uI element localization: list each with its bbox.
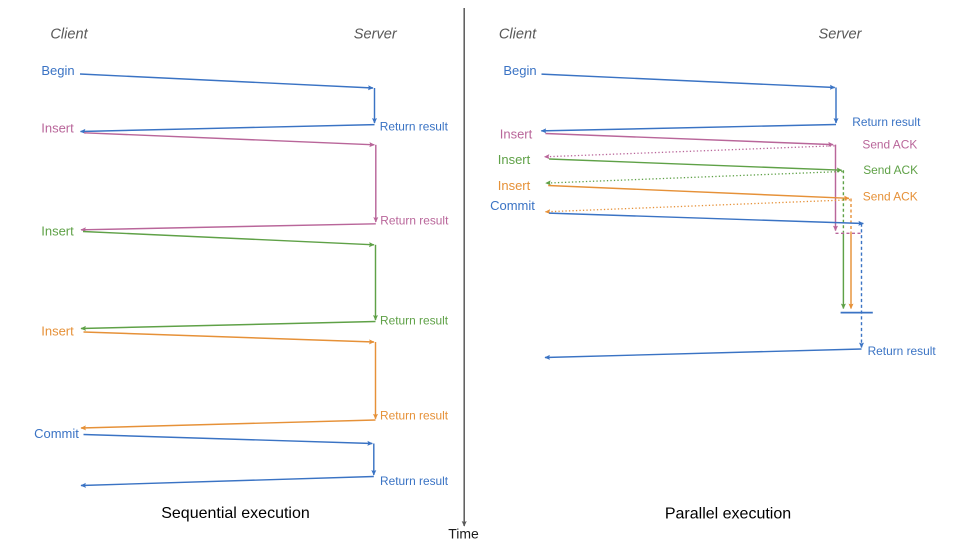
svg-text:Client: Client <box>499 27 537 43</box>
svg-text:Time: Time <box>448 525 479 540</box>
svg-text:Begin: Begin <box>503 63 536 78</box>
svg-text:Server: Server <box>354 26 398 42</box>
svg-text:Sequential execution: Sequential execution <box>161 505 310 522</box>
svg-text:Send ACK: Send ACK <box>863 163 918 177</box>
svg-text:Return result: Return result <box>868 344 937 358</box>
svg-text:Return result: Return result <box>380 474 449 488</box>
svg-text:Client: Client <box>50 27 88 43</box>
svg-text:Commit: Commit <box>34 426 79 441</box>
svg-text:Insert: Insert <box>41 121 74 136</box>
svg-text:Send ACK: Send ACK <box>863 190 918 204</box>
svg-text:Return result: Return result <box>380 409 449 423</box>
svg-text:Insert: Insert <box>498 178 531 193</box>
svg-text:Return result: Return result <box>852 115 921 129</box>
svg-text:Return result: Return result <box>380 213 449 227</box>
svg-text:Parallel execution: Parallel execution <box>665 506 791 523</box>
svg-text:Insert: Insert <box>41 324 74 339</box>
svg-text:Begin: Begin <box>41 63 74 78</box>
svg-text:Insert: Insert <box>498 152 531 167</box>
svg-text:Return result: Return result <box>380 120 449 134</box>
svg-text:Commit: Commit <box>490 198 535 213</box>
svg-text:Server: Server <box>819 27 863 43</box>
svg-text:Insert: Insert <box>500 127 533 142</box>
svg-text:Return result: Return result <box>380 313 449 327</box>
svg-text:Insert: Insert <box>41 223 74 238</box>
svg-text:Send ACK: Send ACK <box>862 138 917 152</box>
